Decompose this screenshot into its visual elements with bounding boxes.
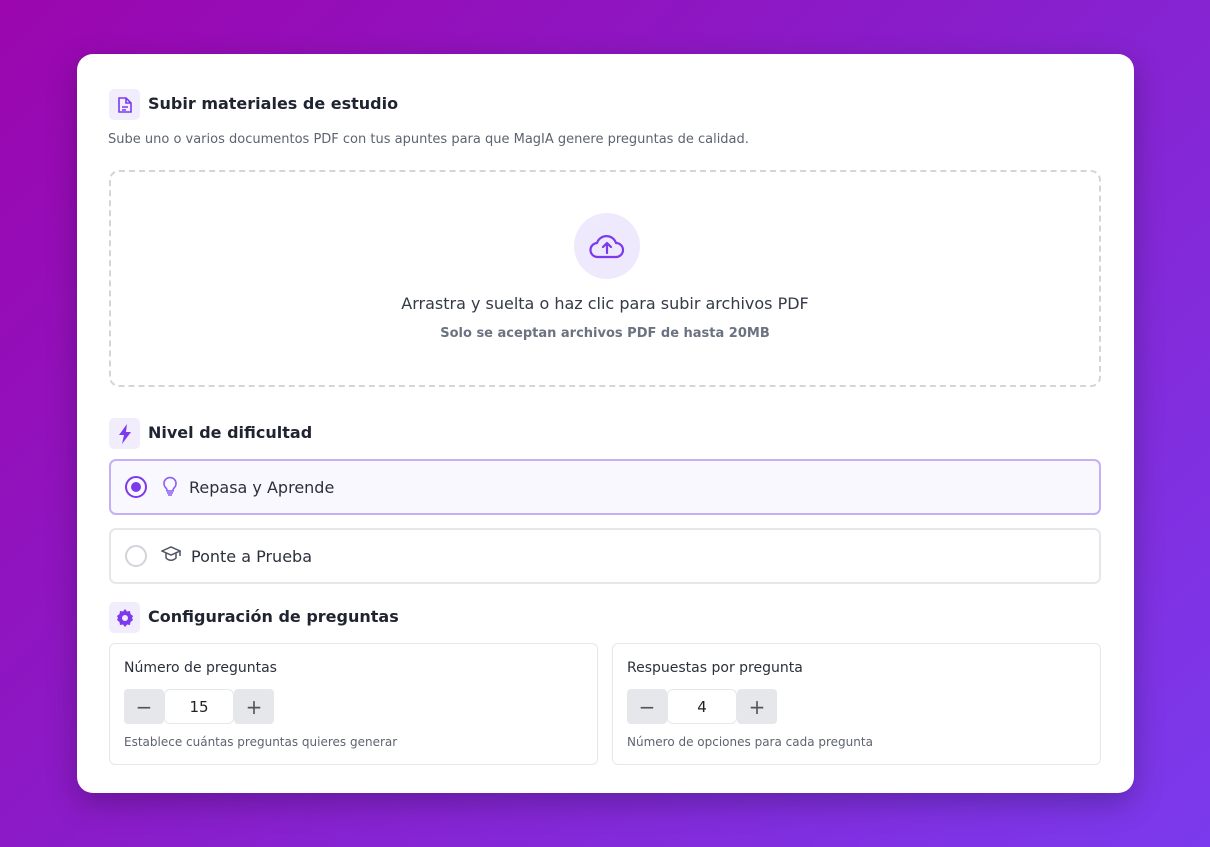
dropzone-text: Arrastra y suelta o haz clic para subir … xyxy=(401,294,809,313)
increment-button[interactable]: + xyxy=(234,689,274,724)
dropzone-hint: Solo se aceptan archivos PDF de hasta 20… xyxy=(440,326,770,341)
pdf-dropzone[interactable]: Arrastra y suelta o haz clic para subir … xyxy=(109,170,1101,387)
decrement-button[interactable]: − xyxy=(627,689,667,724)
config-title: Configuración de preguntas xyxy=(148,607,399,626)
upload-description: Sube uno o varios documentos PDF con tus… xyxy=(108,132,749,147)
answers-stepper: − 4 + xyxy=(627,689,777,724)
answers-count-input[interactable]: 4 xyxy=(667,689,737,724)
lightbulb-icon xyxy=(161,474,179,500)
study-config-card: Subir materiales de estudio Sube uno o v… xyxy=(77,54,1134,793)
questions-count-input[interactable]: 15 xyxy=(164,689,234,724)
option-label: Repasa y Aprende xyxy=(189,477,335,497)
upload-cloud-icon xyxy=(574,213,640,279)
increment-button[interactable]: + xyxy=(737,689,777,724)
difficulty-title: Nivel de dificultad xyxy=(148,423,313,442)
option-label: Ponte a Prueba xyxy=(191,546,312,566)
answers-help: Número de opciones para cada pregunta xyxy=(627,735,873,749)
radio-unselected[interactable] xyxy=(125,545,147,567)
decrement-button[interactable]: − xyxy=(124,689,164,724)
radio-selected[interactable] xyxy=(125,476,147,498)
document-icon xyxy=(109,89,140,120)
questions-help: Establece cuántas preguntas quieres gene… xyxy=(124,735,398,749)
questions-count-label: Número de preguntas xyxy=(124,660,277,676)
answers-count-box: Respuestas por pregunta − 4 + Número de … xyxy=(612,643,1101,765)
answers-count-label: Respuestas por pregunta xyxy=(627,660,803,676)
lightning-icon xyxy=(109,418,140,449)
difficulty-option-ponte[interactable]: Ponte a Prueba xyxy=(109,528,1101,584)
questions-stepper: − 15 + xyxy=(124,689,274,724)
questions-count-box: Número de preguntas − 15 + Establece cuá… xyxy=(109,643,598,765)
difficulty-option-repasa[interactable]: Repasa y Aprende xyxy=(109,459,1101,515)
gear-icon xyxy=(109,602,140,633)
upload-title: Subir materiales de estudio xyxy=(148,94,399,113)
graduation-cap-icon xyxy=(160,545,182,567)
